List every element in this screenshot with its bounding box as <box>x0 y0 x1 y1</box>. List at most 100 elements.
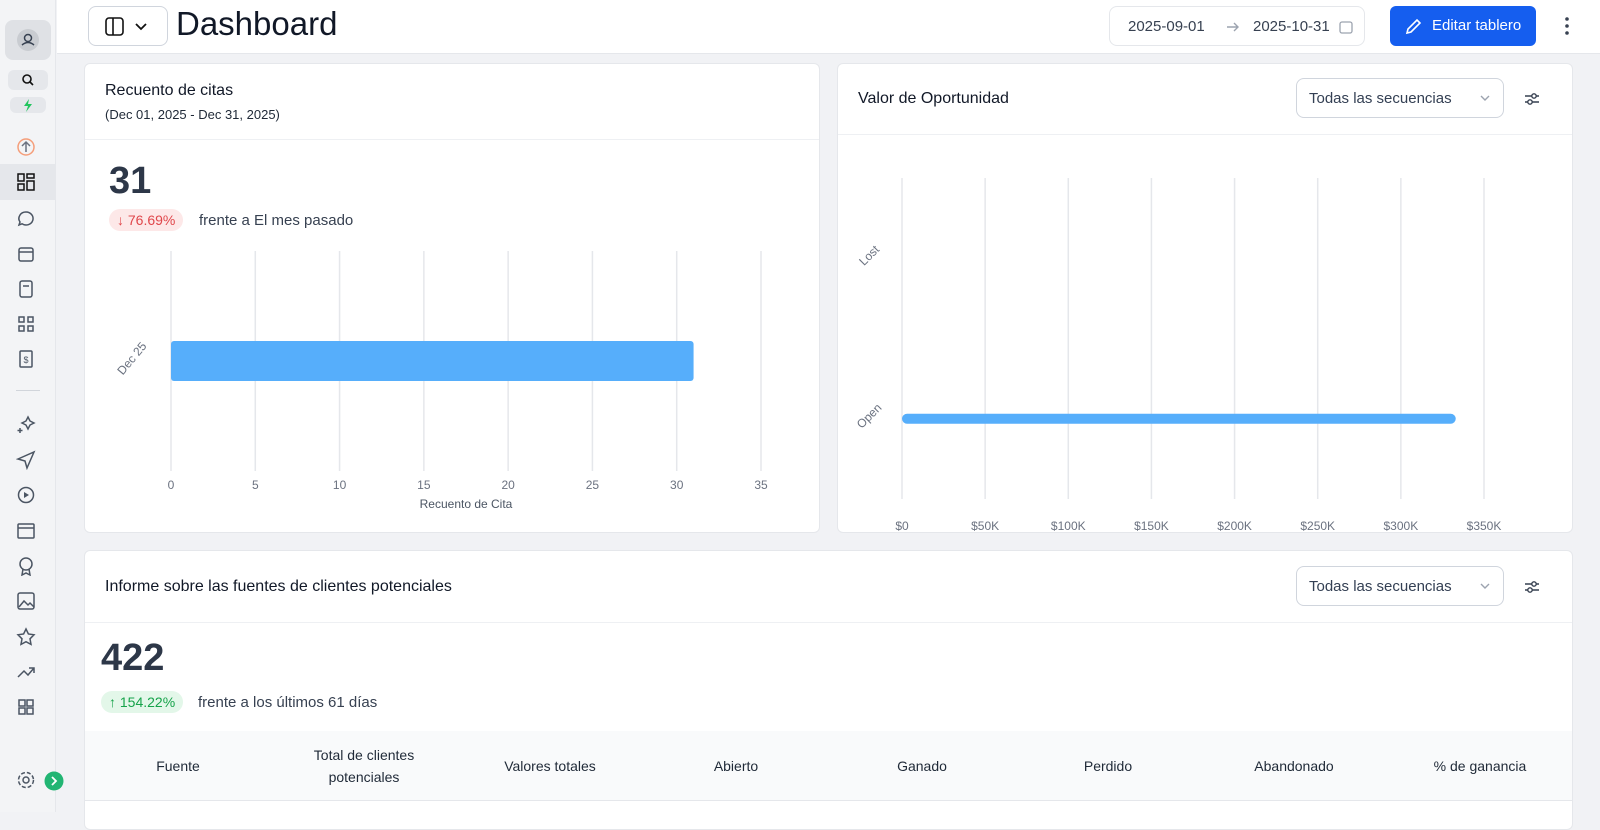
chevron <box>1480 583 1490 589</box>
nav-contacts[interactable] <box>16 279 36 299</box>
chart: 0 5 10 15 20 25 30 35 Recuento de Cita Dec 25 <box>114 251 768 511</box>
nav-opportunities[interactable] <box>16 314 36 334</box>
change-value: 154.22% <box>119 694 176 710</box>
x-tick-label: 10 <box>333 478 347 492</box>
column-cell: Perdido <box>1015 755 1201 777</box>
avatar-button[interactable] <box>5 20 51 60</box>
nav-media[interactable] <box>16 591 36 611</box>
page-title: Dashboard <box>176 5 338 42</box>
column-header: Total de clientes potenciales <box>313 746 415 785</box>
change-pill: ↓ 76.69% <box>109 209 184 231</box>
bar <box>171 341 694 381</box>
sidebar: $ <box>0 0 64 812</box>
nav-calendar[interactable] <box>16 244 36 264</box>
nav-dashboard[interactable] <box>16 172 36 192</box>
divider <box>85 139 819 140</box>
bar <box>902 413 1456 424</box>
date-start: 2025-09-01 <box>1128 18 1205 35</box>
filter-settings[interactable] <box>1523 90 1541 108</box>
select-label: Todas las secuencias <box>1309 578 1452 595</box>
x-tick-label: 20 <box>501 478 515 492</box>
nav-memberships[interactable] <box>16 556 36 576</box>
pipeline-select[interactable]: Todas las secuencias <box>1296 78 1504 118</box>
lead-sources-card: Informe sobre las fuentes de clientes po… <box>84 550 1573 830</box>
divider <box>85 622 1572 623</box>
card-title: Valor de Oportunidad <box>858 90 1009 107</box>
chart: $0 $50K $100K $150K $200K $250K $300K $350K Lost… <box>854 178 1501 533</box>
table-header: Fuente Total de clientes potenciales Valor… <box>85 731 1572 801</box>
active-nav <box>0 164 56 200</box>
comparison: frente a El mes pasado <box>199 212 354 229</box>
x-tick-label: $250K <box>1300 519 1335 533</box>
nav-launchpad[interactable] <box>16 137 36 157</box>
nav-divider <box>16 390 40 391</box>
opportunity-card: Valor de Oportunidad Todas las secuencia… <box>837 63 1573 533</box>
pipeline-select[interactable]: Todas las secuencias <box>1296 566 1504 606</box>
nav-ai[interactable] <box>16 414 36 434</box>
y-tick-label: Open <box>854 401 885 432</box>
nav-settings[interactable] <box>16 770 36 790</box>
layout-toggle[interactable] <box>88 6 168 46</box>
column-header: Valores totales <box>504 757 596 774</box>
edit-dashboard-label: Editar tablero <box>1432 17 1522 34</box>
column-cell: Abierto <box>643 755 829 777</box>
x-tick-label: 15 <box>417 478 431 492</box>
search-button[interactable] <box>8 70 48 90</box>
change-value: 76.69% <box>127 212 176 228</box>
nav-marketing[interactable] <box>16 450 36 470</box>
x-tick-label: $0 <box>895 519 909 533</box>
x-tick-label: $150K <box>1134 519 1169 533</box>
nav-apps[interactable] <box>16 697 36 717</box>
divider <box>838 134 1572 135</box>
arrow-icon <box>1227 22 1239 32</box>
y-tick-label: Dec 25 <box>114 339 149 377</box>
nav-reputation[interactable] <box>16 627 36 647</box>
column-cell: Ganado <box>829 755 1015 777</box>
date-range[interactable]: 2025-09-01 2025-10-31 <box>1109 6 1365 46</box>
nav-payments[interactable]: $ <box>16 349 36 369</box>
x-tick-label: $50K <box>971 519 999 533</box>
column-cell: Fuente <box>85 755 271 777</box>
x-tick-label: 0 <box>168 478 175 492</box>
nav-automation[interactable] <box>16 485 36 505</box>
more-menu[interactable] <box>1557 14 1577 38</box>
card-subtitle: (Dec 01, 2025 - Dec 31, 2025) <box>105 107 280 122</box>
search-icon <box>22 74 34 86</box>
column-cell: Total de clientes potenciales <box>271 744 457 788</box>
chevron <box>1480 95 1490 101</box>
x-tick-label: $200K <box>1217 519 1252 533</box>
change-pill: ↑ 154.22% <box>101 691 184 713</box>
select-label: Todas las secuencias <box>1309 90 1452 107</box>
top-bar: Dashboard 2025-09-01 2025-10-31 Editar t… <box>57 0 1600 54</box>
x-tick-label: 30 <box>670 478 684 492</box>
total-value: 422 <box>101 637 165 679</box>
nav-sites[interactable] <box>16 521 36 541</box>
svg-text:$: $ <box>23 355 28 365</box>
calendar-icon <box>1339 21 1353 34</box>
filter-settings[interactable] <box>1523 578 1541 596</box>
column-header: % de ganancia <box>1433 757 1527 774</box>
total-value: 31 <box>109 160 152 202</box>
y-tick-label: Lost <box>856 242 882 268</box>
column-header: Abierto <box>713 757 759 774</box>
x-tick-label: 25 <box>586 478 600 492</box>
x-tick-label: $300K <box>1384 519 1419 533</box>
column-header: Perdido <box>1083 757 1133 774</box>
bolt-icon <box>24 99 32 112</box>
edit-dashboard-button[interactable]: Editar tablero <box>1390 6 1536 46</box>
nav-conversations[interactable] <box>16 209 36 229</box>
x-tick-label: $100K <box>1051 519 1086 533</box>
pencil-icon <box>1405 18 1422 35</box>
nav-reporting[interactable] <box>16 662 36 682</box>
column-cell: Valores totales <box>457 755 643 777</box>
card-title: Informe sobre las fuentes de clientes po… <box>105 578 452 595</box>
column-cell: Abandonado <box>1201 755 1387 777</box>
avatar-icon <box>17 29 39 51</box>
column-header: Fuente <box>156 757 200 774</box>
appointments-card: Recuento de citas (Dec 01, 2025 - Dec 31… <box>84 63 820 533</box>
expand-sidebar[interactable] <box>44 771 64 791</box>
column-header: Abandonado <box>1254 757 1334 774</box>
quick-action[interactable] <box>10 97 46 113</box>
